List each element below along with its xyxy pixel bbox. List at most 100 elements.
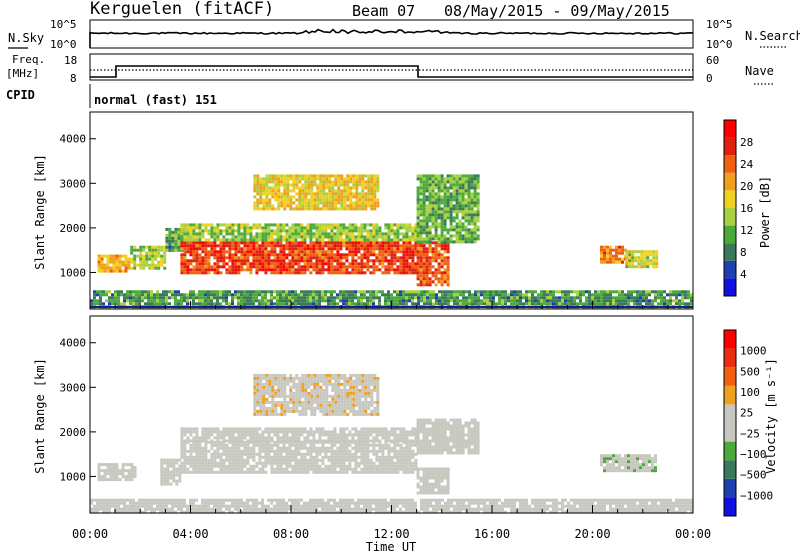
heatmap-cell (464, 219, 468, 223)
heatmap-cell (285, 241, 289, 245)
heatmap-cell (213, 244, 217, 248)
y-tick-label: 1000 (60, 266, 87, 279)
heatmap-cell (279, 232, 283, 236)
heatmap-cell (312, 302, 315, 306)
heatmap-cell (402, 427, 406, 431)
heatmap-cell (390, 232, 394, 236)
heatmap-cell (183, 232, 187, 236)
heatmap-cell (276, 464, 280, 468)
heatmap-cell (240, 235, 244, 239)
heatmap-cell (222, 443, 226, 447)
heatmap-cell (567, 296, 570, 300)
heatmap-cell (431, 237, 435, 241)
heatmap-cell (150, 296, 153, 300)
heatmap-cell (363, 226, 367, 230)
heatmap-cell (327, 455, 331, 459)
heatmap-cell (345, 452, 349, 456)
heatmap-cell (495, 290, 498, 294)
heatmap-cell (163, 251, 167, 255)
heatmap-cell (363, 452, 367, 456)
heatmap-cell (210, 461, 214, 465)
heatmap-cell (672, 290, 675, 294)
heatmap-cell (234, 262, 238, 266)
heatmap-cell (558, 299, 561, 303)
heatmap-cell (384, 241, 388, 245)
heatmap-cell (115, 269, 119, 273)
heatmap-cell (354, 296, 357, 300)
heatmap-cell (306, 296, 309, 300)
heatmap-cell (363, 293, 366, 297)
heatmap-cell (237, 455, 241, 459)
heatmap-cell (261, 302, 264, 306)
heatmap-cell (346, 204, 350, 208)
heatmap-cell (428, 265, 432, 269)
heatmap-cell (492, 302, 495, 306)
heatmap-cell (270, 265, 274, 269)
heatmap-cell (267, 238, 271, 242)
heatmap-cell (261, 238, 265, 242)
heatmap-cell (222, 427, 226, 431)
heatmap-cell (437, 204, 441, 208)
heatmap-cell (189, 247, 193, 251)
heatmap-cell (354, 452, 358, 456)
heatmap-cell (195, 433, 199, 437)
heatmap-cell (271, 391, 275, 395)
heatmap-cell (381, 430, 385, 434)
heatmap-cell (279, 247, 283, 251)
heatmap-cell (419, 228, 423, 232)
heatmap-cell (285, 455, 289, 459)
heatmap-cell (327, 449, 331, 453)
heatmap-cell (297, 470, 301, 474)
heatmap-cell (279, 439, 283, 443)
heatmap-cell (291, 470, 295, 474)
heatmap-cell (106, 263, 110, 267)
heatmap-cell (405, 259, 409, 263)
heatmap-cell (455, 213, 459, 217)
heatmap-cell (366, 302, 369, 306)
heatmap-cell (204, 241, 208, 245)
heatmap-cell (405, 235, 409, 239)
heatmap-cell (252, 299, 255, 303)
heatmap-cell (109, 478, 113, 482)
heatmap-cell (225, 443, 229, 447)
heatmap-cell (306, 256, 310, 260)
heatmap-cell (461, 192, 465, 196)
heatmap-cell (271, 180, 275, 184)
heatmap-cell (279, 271, 283, 275)
heatmap-cell (315, 232, 319, 236)
heatmap-cell (417, 296, 420, 300)
heatmap-cell (288, 446, 292, 450)
heatmap-cell (195, 250, 199, 254)
heatmap-cell (343, 204, 347, 208)
heatmap-cell (237, 430, 241, 434)
heatmap-cell (443, 280, 447, 284)
heatmap-cell (258, 247, 262, 251)
heatmap-cell (204, 265, 208, 269)
heatmap-cell (172, 461, 176, 465)
heatmap-cell (172, 467, 176, 471)
heatmap-cell (393, 241, 397, 245)
heatmap-cell (130, 469, 134, 473)
heatmap-cell (183, 458, 187, 462)
heatmap-cell (123, 302, 126, 306)
heatmap-cell (291, 232, 295, 236)
heatmap-cell (334, 198, 338, 202)
heatmap-cell (423, 299, 426, 303)
heatmap-cell (271, 394, 275, 398)
heatmap-cell (267, 223, 271, 227)
heatmap-cell (207, 430, 211, 434)
heatmap-cell (177, 245, 181, 249)
heatmap-cell (327, 226, 331, 230)
heatmap-cell (423, 302, 426, 306)
heatmap-cell (240, 238, 244, 242)
heatmap-cell (195, 256, 199, 260)
heatmap-cell (300, 229, 304, 233)
heatmap-cell (384, 265, 388, 269)
heatmap-cell (402, 253, 406, 257)
heatmap-cell (455, 216, 459, 220)
heatmap-cell (142, 245, 146, 249)
heatmap-cell (467, 180, 471, 184)
heatmap-cell (333, 299, 336, 303)
heatmap-cell (621, 296, 624, 300)
heatmap-cell (492, 293, 495, 297)
